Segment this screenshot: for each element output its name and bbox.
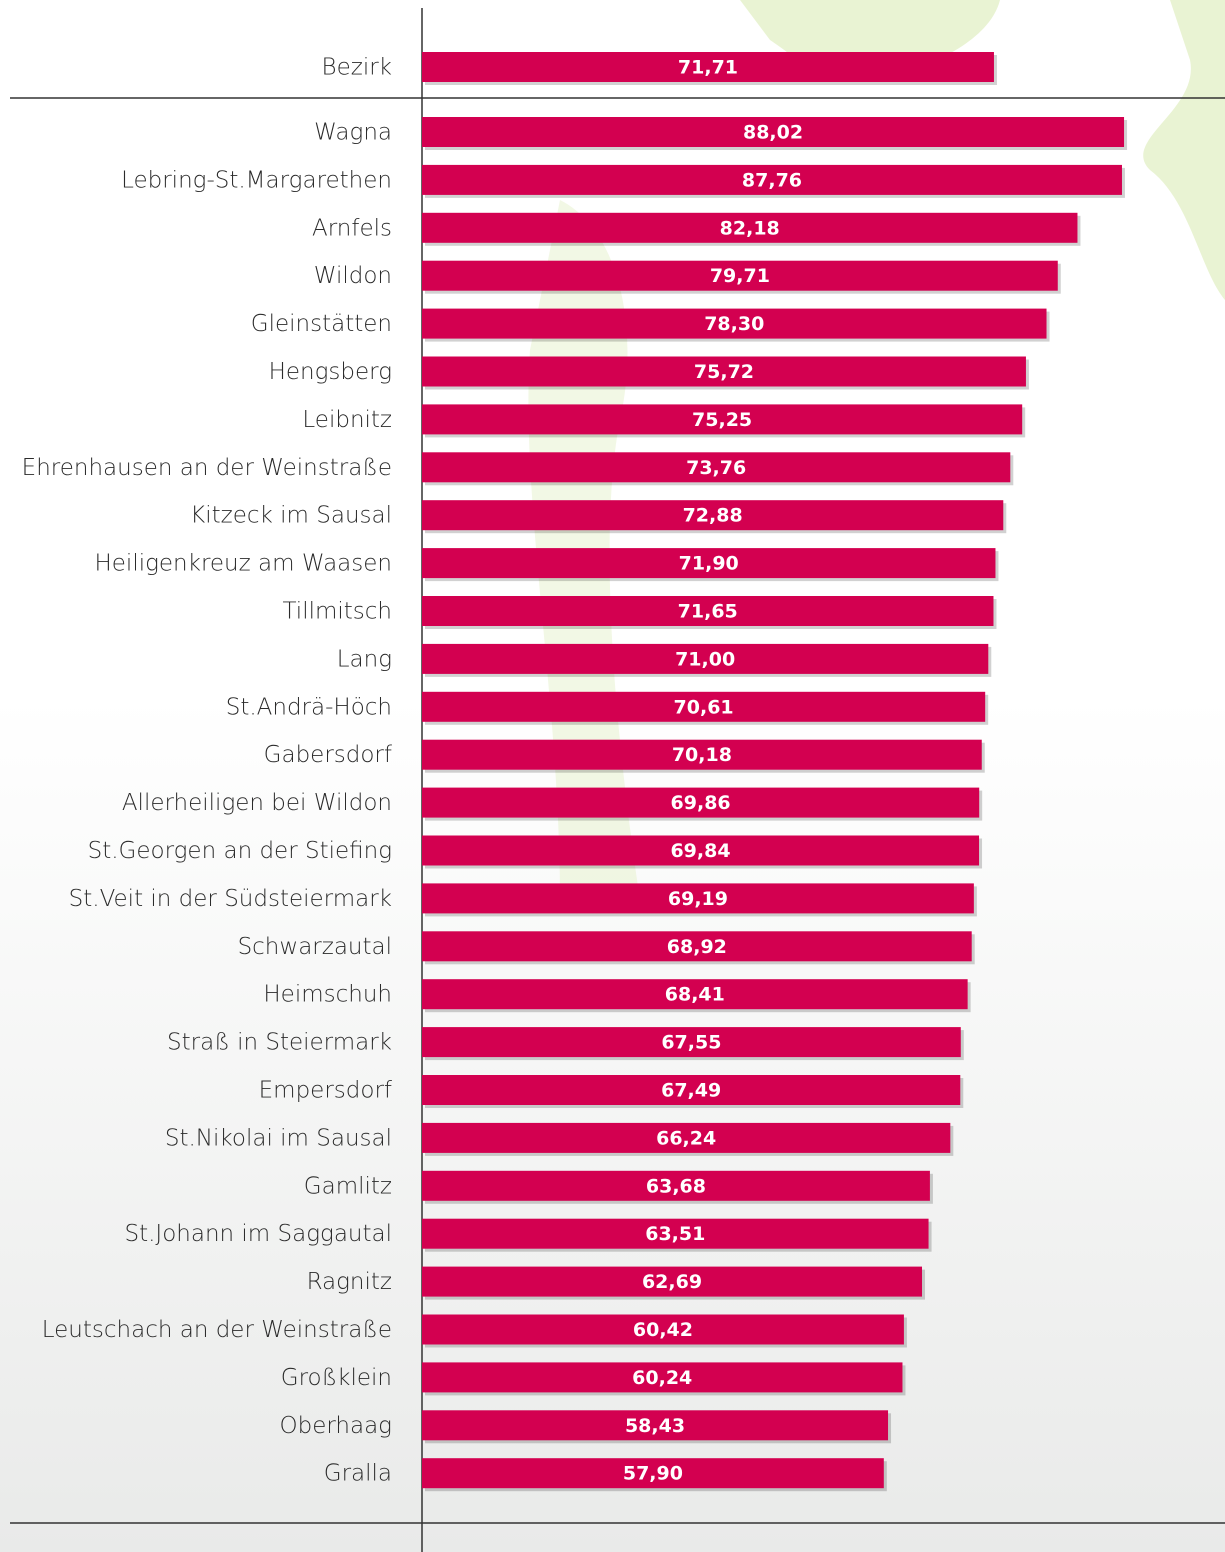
bar (422, 931, 972, 962)
bar (422, 404, 1023, 435)
category-label: St.Georgen an der Stiefing (88, 838, 392, 864)
bar (422, 356, 1026, 387)
value-label: 70,18 (672, 744, 732, 766)
bar (422, 883, 974, 914)
bar (422, 596, 994, 626)
bar (422, 1075, 961, 1105)
category-label: Leutschach an der Weinstraße (42, 1317, 392, 1343)
bar (422, 548, 996, 579)
category-label: Schwarzautal (238, 934, 392, 960)
bar (422, 1266, 923, 1297)
bar (422, 787, 980, 818)
value-label: 82,18 (720, 217, 780, 239)
value-label: 69,19 (668, 888, 728, 910)
bar (422, 212, 1078, 243)
value-label: 73,76 (686, 457, 746, 479)
bar (422, 691, 986, 722)
value-label: 78,30 (704, 313, 764, 335)
category-label: Leibnitz (302, 407, 392, 433)
value-label: 60,24 (632, 1367, 692, 1389)
bar (422, 164, 1122, 195)
value-label: 63,51 (645, 1223, 705, 1245)
bar (422, 643, 989, 674)
value-label: 66,24 (656, 1127, 716, 1149)
bar (422, 452, 1011, 483)
bar (422, 308, 1047, 339)
bar (422, 739, 982, 770)
category-label: St.Johann im Saggautal (125, 1221, 393, 1247)
category-label: Arnfels (312, 215, 392, 241)
category-label: Lang (337, 646, 392, 672)
category-label: St.Andrä-Höch (226, 694, 392, 720)
value-label: 62,69 (642, 1271, 702, 1293)
bar (422, 117, 1125, 147)
category-label: Hengsberg (269, 359, 392, 385)
category-label: Bezirk (322, 55, 392, 81)
category-label: St.Veit in der Südsteiermark (69, 886, 392, 912)
category-label: Ragnitz (307, 1269, 392, 1295)
bar (422, 1218, 929, 1249)
category-label: Wagna (314, 120, 392, 146)
category-label: St.Nikolai im Sausal (165, 1125, 392, 1151)
category-label: Ehrenhausen an der Weinstraße (22, 455, 392, 481)
category-label: Gralla (324, 1461, 392, 1487)
bar (422, 260, 1058, 291)
value-label: 71,00 (675, 648, 735, 670)
category-label: Straß in Steiermark (167, 1030, 392, 1056)
value-label: 70,61 (674, 696, 734, 718)
category-label: Tillmitsch (282, 599, 392, 625)
bar (422, 1027, 961, 1058)
bar (422, 1170, 930, 1201)
value-label: 87,76 (742, 169, 802, 191)
value-label: 69,86 (671, 792, 731, 814)
value-label: 79,71 (710, 265, 770, 287)
bar (422, 500, 1004, 531)
category-label: Gabersdorf (264, 742, 393, 768)
category-label: Heimschuh (263, 982, 392, 1008)
category-label: Oberhaag (280, 1413, 392, 1439)
bar (422, 1122, 951, 1153)
category-label: Empersdorf (259, 1078, 393, 1104)
bar (422, 1314, 904, 1345)
bar (422, 1362, 903, 1393)
value-label: 58,43 (625, 1415, 685, 1437)
value-label: 88,02 (743, 122, 803, 144)
category-label: Gamlitz (304, 1173, 392, 1199)
bar (422, 1458, 884, 1489)
value-label: 71,65 (678, 601, 738, 623)
bar (422, 1410, 889, 1441)
value-label: 60,42 (633, 1319, 693, 1341)
bar (422, 979, 968, 1010)
value-label: 63,68 (646, 1175, 706, 1197)
category-label: Heiligenkreuz am Waasen (94, 551, 392, 577)
category-label: Großklein (281, 1365, 392, 1391)
bar (422, 52, 994, 82)
value-label: 75,72 (694, 361, 754, 383)
value-label: 67,55 (661, 1032, 721, 1054)
value-label: 57,90 (623, 1463, 683, 1485)
value-label: 75,25 (692, 409, 752, 431)
value-label: 69,84 (670, 840, 730, 862)
category-label: Gleinstätten (251, 311, 392, 337)
value-label: 71,71 (678, 57, 738, 79)
category-label: Wildon (314, 263, 392, 289)
value-label: 67,49 (661, 1080, 721, 1102)
value-label: 68,92 (667, 936, 727, 958)
value-label: 68,41 (665, 984, 725, 1006)
category-label: Kitzeck im Sausal (190, 503, 392, 529)
category-label: Allerheiligen bei Wildon (122, 790, 392, 816)
value-label: 72,88 (683, 505, 743, 527)
category-label: Lebring-St.Margarethen (121, 167, 392, 193)
bar (422, 835, 980, 866)
value-label: 71,90 (679, 553, 739, 575)
